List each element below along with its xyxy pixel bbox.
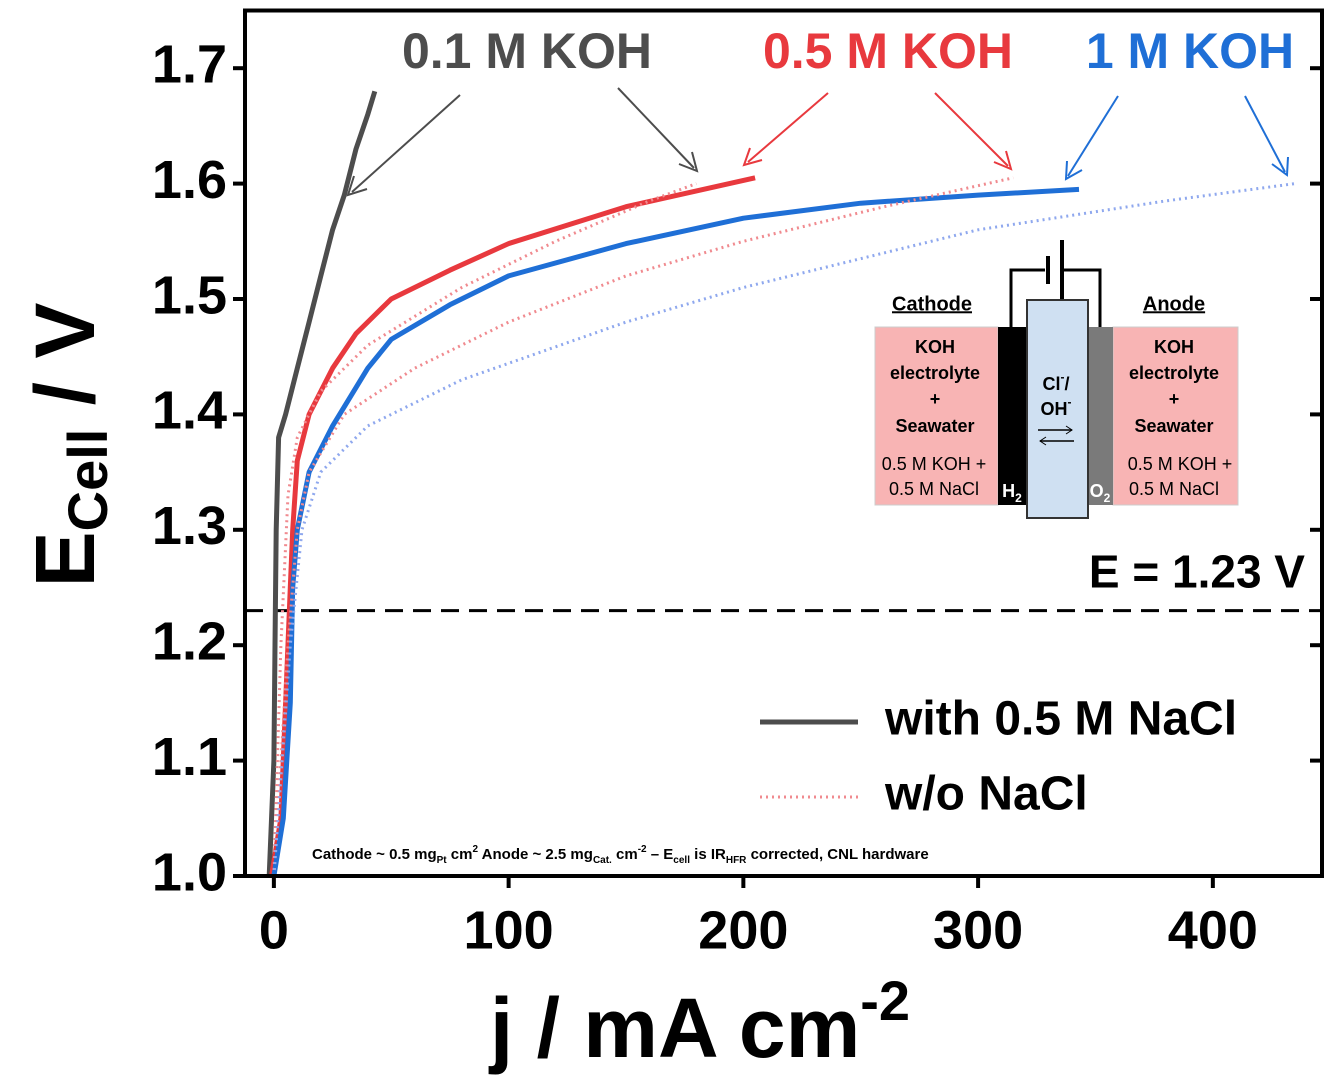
inset-text: H2 [1002, 481, 1022, 505]
plot-frame [243, 8, 1324, 878]
inset-text: 0.5 M KOH + [882, 454, 987, 474]
inset-label: Anode [1143, 293, 1205, 315]
y-tick-label: 1.5 [152, 265, 227, 325]
arrow [1064, 160, 1083, 181]
inset-text: electrolyte [1129, 363, 1219, 383]
y-tick-label: 1.4 [152, 381, 227, 441]
inset-text: OH- [1041, 395, 1072, 419]
cathode-electrode [998, 327, 1026, 505]
y-axis-label: ECell / V [18, 303, 119, 588]
arrow [346, 175, 368, 197]
x-tick-label: 400 [1168, 900, 1258, 960]
series-line [272, 182, 1296, 877]
arrow [742, 147, 763, 167]
x-tick-label: 300 [933, 900, 1023, 960]
x-tick-label: 200 [698, 900, 788, 960]
series-line [266, 90, 378, 877]
inset-text: Cl-/ [1042, 370, 1069, 394]
arrow [1065, 425, 1073, 435]
y-tick-label: 1.2 [152, 611, 227, 671]
y-tick-label: 1.0 [152, 842, 227, 902]
series-annotation: 0.1 M KOH [402, 23, 652, 79]
arrow [351, 94, 461, 193]
series-line [269, 175, 756, 877]
footnote: Cathode ~ 0.5 mgPt cm2 Anode ~ 2.5 mgCat… [312, 844, 929, 866]
x-axis-label: j / mA cm-2 [488, 969, 910, 1075]
x-tick-label: 100 [464, 900, 554, 960]
arrow [1244, 95, 1286, 173]
inset-text: KOH [915, 337, 955, 357]
series-line [272, 182, 697, 877]
y-tick-label: 1.7 [152, 34, 227, 94]
inset-diagram: Cathode Anode KOH electrolyte + Seawater… [874, 240, 1239, 519]
legend-label: w/o NaCl [884, 768, 1088, 821]
inset-text: 0.5 M NaCl [1129, 479, 1219, 499]
arrow [747, 92, 829, 163]
wire [1062, 268, 1102, 327]
y-tick-label: 1.1 [152, 727, 227, 787]
wire [1009, 268, 1045, 327]
arrow [1067, 95, 1119, 177]
arrow [1039, 436, 1047, 446]
reference-label: E = 1.23 V [1089, 546, 1305, 598]
series-annotation: 1 M KOH [1086, 23, 1294, 79]
arrow [617, 87, 695, 169]
arrow [993, 150, 1013, 171]
inset-text: KOH [1154, 337, 1194, 357]
arrow [1271, 156, 1289, 177]
legend-label: with 0.5 M NaCl [884, 693, 1237, 746]
inset-text: + [1169, 389, 1180, 409]
arrow [678, 151, 699, 173]
membrane [1026, 299, 1089, 519]
inset-text: Seawater [895, 416, 974, 436]
inset-text: 0.5 M KOH + [1128, 454, 1233, 474]
inset-text: O2 [1090, 481, 1111, 505]
inset-text: 0.5 M NaCl [889, 479, 979, 499]
y-tick-label: 1.6 [152, 150, 227, 210]
series-annotation: 0.5 M KOH [763, 23, 1013, 79]
cathode-compartment [874, 326, 999, 506]
inset-text: electrolyte [890, 363, 980, 383]
inset-text: + [930, 389, 941, 409]
anode-compartment [1112, 326, 1239, 506]
annotation-arrows [346, 87, 1289, 197]
series-line [271, 186, 1080, 877]
y-tick-label: 1.3 [152, 496, 227, 556]
x-tick-label: 0 [259, 900, 289, 960]
inset-text: Seawater [1134, 416, 1213, 436]
anode-electrode [1088, 327, 1113, 505]
inset-label: Cathode [892, 293, 972, 315]
arrow [934, 92, 1009, 167]
